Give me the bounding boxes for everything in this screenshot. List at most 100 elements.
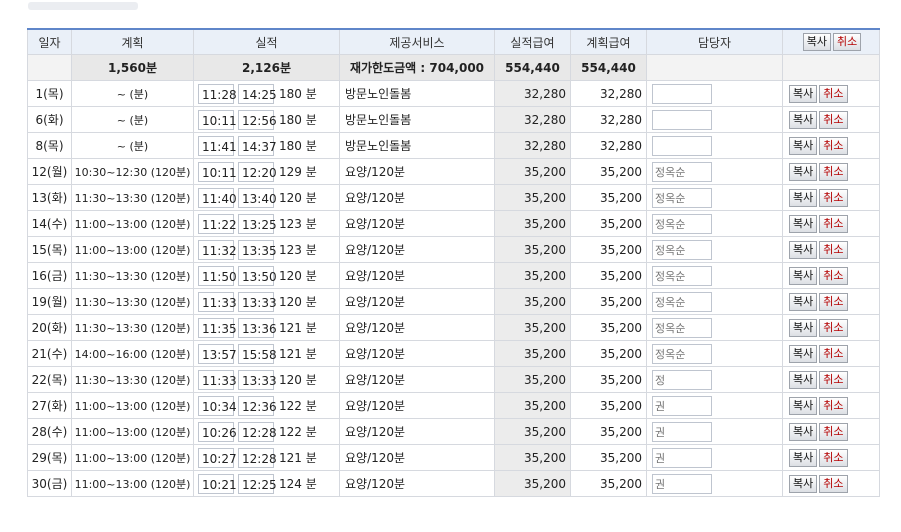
staff-input[interactable]: 정옥순 bbox=[652, 317, 712, 338]
start-time-input[interactable]: 11:22 bbox=[198, 213, 237, 234]
end-time-input[interactable]: 13:40 bbox=[238, 187, 277, 208]
row-minutes: 124 분 bbox=[279, 477, 317, 491]
row-plan: 11:00~13:00 (120분) bbox=[71, 418, 194, 445]
start-time-input[interactable]: 13:57 bbox=[198, 343, 237, 364]
cancel-button[interactable]: 취소 bbox=[819, 422, 848, 441]
start-time-input[interactable]: 11:33 bbox=[198, 291, 237, 312]
end-time-input[interactable]: 12:28 bbox=[238, 421, 277, 442]
end-time-input[interactable]: 13:36 bbox=[238, 317, 277, 338]
copy-button[interactable]: 복사 bbox=[789, 110, 818, 129]
staff-input[interactable]: 정옥순 bbox=[652, 343, 712, 364]
cancel-all-button[interactable]: 취소 bbox=[833, 33, 862, 51]
copy-button[interactable]: 복사 bbox=[789, 474, 818, 493]
cancel-button[interactable]: 취소 bbox=[819, 188, 848, 207]
copy-button[interactable]: 복사 bbox=[789, 214, 818, 233]
end-time-input[interactable]: 12:56 bbox=[238, 109, 277, 130]
end-time-input[interactable]: 12:25 bbox=[238, 473, 277, 494]
staff-input[interactable]: 정옥순 bbox=[652, 161, 712, 182]
end-time-input[interactable]: 14:37 bbox=[238, 135, 277, 156]
cancel-button[interactable]: 취소 bbox=[819, 344, 848, 363]
copy-button[interactable]: 복사 bbox=[789, 344, 818, 363]
copy-button[interactable]: 복사 bbox=[789, 370, 818, 389]
cancel-button[interactable]: 취소 bbox=[819, 136, 848, 155]
start-time-input[interactable]: 11:50 bbox=[198, 265, 237, 286]
end-time-input[interactable]: 15:58 bbox=[238, 343, 277, 364]
staff-input[interactable]: 권 bbox=[652, 447, 712, 468]
row-actions: 복사 취소 bbox=[782, 314, 880, 341]
copy-button[interactable]: 복사 bbox=[789, 266, 818, 285]
start-time-input[interactable]: 11:40 bbox=[198, 187, 237, 208]
staff-input[interactable]: 정옥순 bbox=[652, 239, 712, 260]
cancel-button[interactable]: 취소 bbox=[819, 318, 848, 337]
top-header-strip bbox=[0, 0, 901, 27]
copy-button[interactable]: 복사 bbox=[789, 292, 818, 311]
staff-input[interactable]: 권 bbox=[652, 421, 712, 442]
end-time-input[interactable]: 13:25 bbox=[238, 213, 277, 234]
end-time-input[interactable]: 12:28 bbox=[238, 447, 277, 468]
staff-input[interactable]: 정옥순 bbox=[652, 213, 712, 234]
row-plan: ~ (분) bbox=[71, 106, 194, 133]
summary-day bbox=[27, 54, 72, 81]
staff-input[interactable]: 정 bbox=[652, 369, 712, 390]
cancel-button[interactable]: 취소 bbox=[819, 214, 848, 233]
cancel-button[interactable]: 취소 bbox=[819, 110, 848, 129]
end-time-input[interactable]: 12:20 bbox=[238, 161, 277, 182]
cancel-button[interactable]: 취소 bbox=[819, 240, 848, 259]
cancel-button[interactable]: 취소 bbox=[819, 370, 848, 389]
staff-input[interactable] bbox=[652, 109, 712, 130]
staff-input[interactable]: 정옥순 bbox=[652, 187, 712, 208]
staff-input[interactable]: 정옥순 bbox=[652, 265, 712, 286]
start-time-input[interactable]: 11:32 bbox=[198, 239, 237, 260]
staff-input[interactable] bbox=[652, 83, 712, 104]
row-plan-pay: 35,200 bbox=[570, 184, 647, 211]
row-day: 16(금) bbox=[27, 262, 72, 289]
row-minutes: 120 분 bbox=[279, 269, 317, 283]
start-time-input[interactable]: 10:27 bbox=[198, 447, 237, 468]
row-staff bbox=[646, 80, 783, 107]
start-time-input[interactable]: 11:33 bbox=[198, 369, 237, 390]
header-actual-pay: 실적급여 bbox=[494, 28, 571, 55]
start-time-input[interactable]: 10:26 bbox=[198, 421, 237, 442]
cancel-button[interactable]: 취소 bbox=[819, 84, 848, 103]
staff-input[interactable]: 정옥순 bbox=[652, 291, 712, 312]
staff-input[interactable] bbox=[652, 135, 712, 156]
copy-button[interactable]: 복사 bbox=[789, 136, 818, 155]
end-time-input[interactable]: 13:33 bbox=[238, 369, 277, 390]
end-time-input[interactable]: 13:33 bbox=[238, 291, 277, 312]
copy-button[interactable]: 복사 bbox=[789, 318, 818, 337]
copy-button[interactable]: 복사 bbox=[789, 396, 818, 415]
cancel-button[interactable]: 취소 bbox=[819, 266, 848, 285]
cancel-button[interactable]: 취소 bbox=[819, 292, 848, 311]
cancel-button[interactable]: 취소 bbox=[819, 396, 848, 415]
copy-button[interactable]: 복사 bbox=[789, 240, 818, 259]
staff-input[interactable]: 권 bbox=[652, 473, 712, 494]
cancel-button[interactable]: 취소 bbox=[819, 448, 848, 467]
start-time-input[interactable]: 11:41 bbox=[198, 135, 237, 156]
start-time-input[interactable]: 10:21 bbox=[198, 473, 237, 494]
copy-button[interactable]: 복사 bbox=[789, 448, 818, 467]
row-day: 27(화) bbox=[27, 392, 72, 419]
start-time-input[interactable]: 11:35 bbox=[198, 317, 237, 338]
end-time-input[interactable]: 13:50 bbox=[238, 265, 277, 286]
header-actual: 실적 bbox=[193, 28, 340, 55]
end-time-input[interactable]: 13:35 bbox=[238, 239, 277, 260]
copy-button[interactable]: 복사 bbox=[789, 84, 818, 103]
start-time-input[interactable]: 11:28 bbox=[198, 83, 237, 104]
cancel-button[interactable]: 취소 bbox=[819, 474, 848, 493]
end-time-input[interactable]: 14:25 bbox=[238, 83, 277, 104]
copy-button[interactable]: 복사 bbox=[789, 162, 818, 181]
end-time-input[interactable]: 12:36 bbox=[238, 395, 277, 416]
copy-all-button[interactable]: 복사 bbox=[802, 33, 831, 51]
copy-button[interactable]: 복사 bbox=[789, 188, 818, 207]
start-time-input[interactable]: 10:11 bbox=[198, 109, 237, 130]
start-time-input[interactable]: 10:11 bbox=[198, 161, 237, 182]
table-row: 19(월) 11:30~13:30 (120분) 11:33 13:33 120 분 요양… bbox=[27, 288, 880, 315]
row-day: 15(목) bbox=[27, 236, 72, 263]
row-plan: 11:00~13:00 (120분) bbox=[71, 392, 194, 419]
staff-input[interactable]: 권 bbox=[652, 395, 712, 416]
start-time-input[interactable]: 10:34 bbox=[198, 395, 237, 416]
row-actions: 복사 취소 bbox=[782, 132, 880, 159]
cancel-button[interactable]: 취소 bbox=[819, 162, 848, 181]
copy-button[interactable]: 복사 bbox=[789, 422, 818, 441]
row-staff: 정 bbox=[646, 366, 783, 393]
